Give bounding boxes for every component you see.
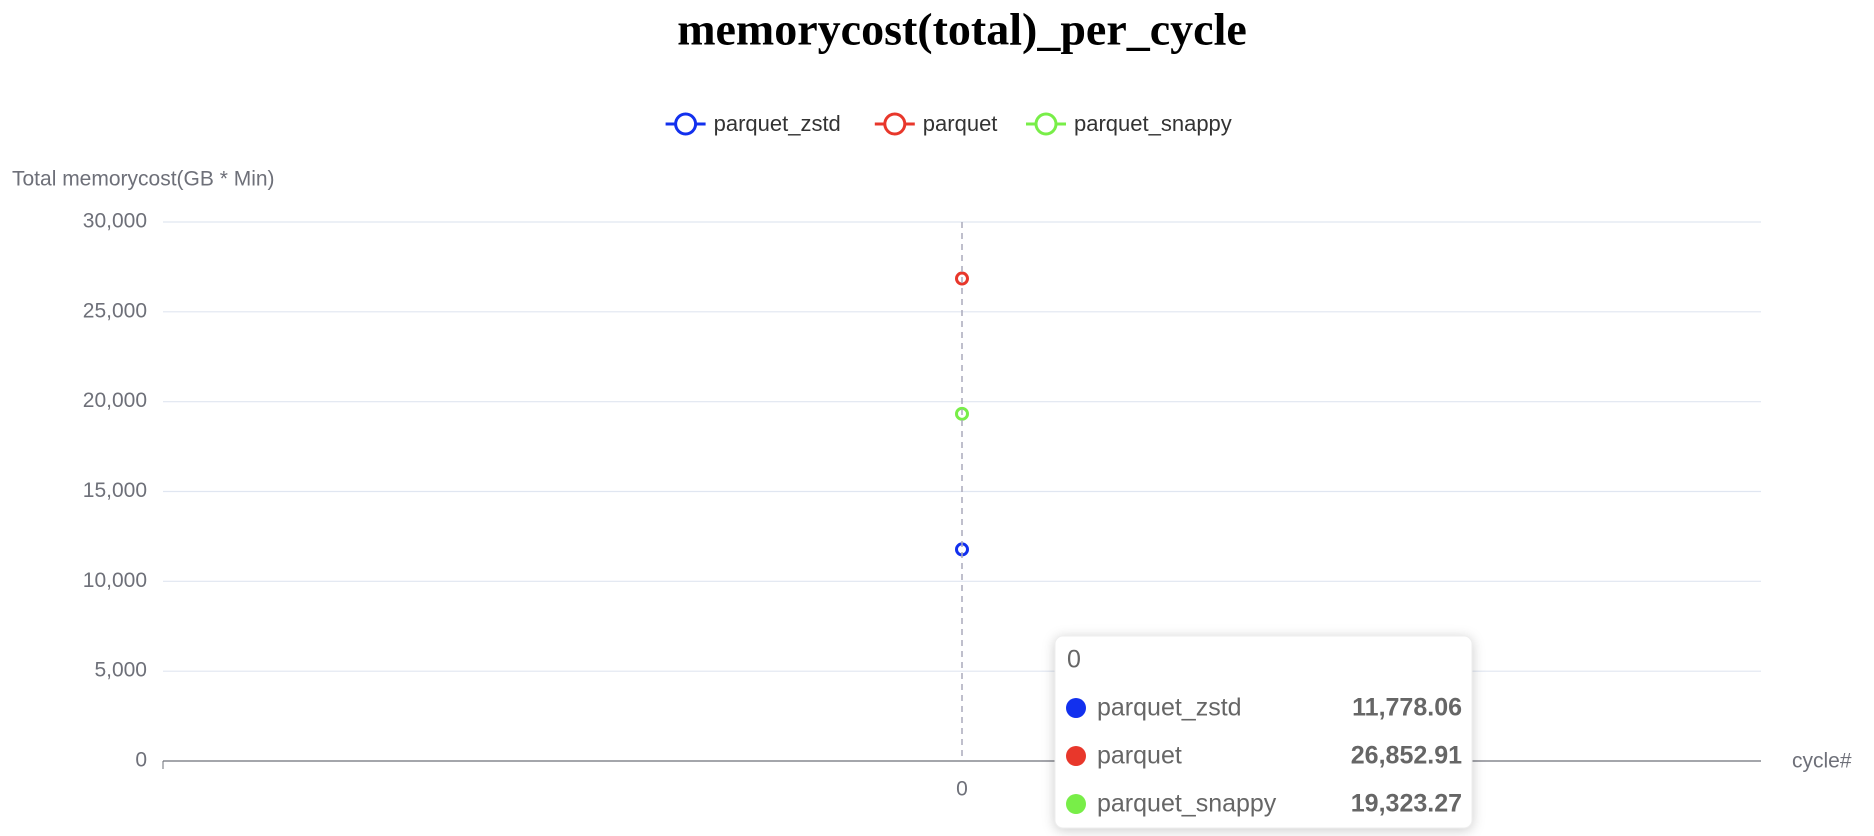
legend-symbol xyxy=(674,112,698,136)
y-tick-label: 30,000 xyxy=(83,210,147,233)
tooltip-name: parquet_zstd xyxy=(1097,694,1242,722)
plot: 0 5,000 10,000 15,000 20,000 25,000 30,000 0 xyxy=(83,210,1761,801)
y-tick-label: 20,000 xyxy=(83,389,147,412)
legend-symbol xyxy=(883,112,907,136)
chart-title: memorycost(total)_per_cycle xyxy=(677,4,1247,55)
tooltip-value: 19,323.27 xyxy=(1351,790,1462,818)
tooltip-name: parquet xyxy=(1097,742,1182,770)
legend: parquet_zstd parquet parquet_snappy xyxy=(665,111,1232,136)
y-tick-label: 10,000 xyxy=(83,569,147,592)
legend-label: parquet xyxy=(923,111,998,136)
tooltip-value: 11,778.06 xyxy=(1352,694,1462,722)
tooltip-dot xyxy=(1066,698,1086,718)
tooltip-name: parquet_snappy xyxy=(1097,790,1277,818)
tooltip-dot xyxy=(1066,746,1086,766)
legend-label: parquet_zstd xyxy=(714,111,841,136)
tooltip-title: 0 xyxy=(1067,646,1081,674)
tooltip: 0 parquet_zstd 11,778.06 parquet 26,852.91 p… xyxy=(1054,635,1473,829)
y-axis-label: Total memorycost(GB * Min) xyxy=(12,168,275,191)
y-tick-label: 25,000 xyxy=(83,299,147,322)
tooltip-value: 26,852.91 xyxy=(1351,742,1462,770)
y-tick-label: 5,000 xyxy=(94,659,147,682)
y-tick-label: 0 xyxy=(135,749,147,772)
y-tick-label: 15,000 xyxy=(83,479,147,502)
legend-symbol xyxy=(1034,112,1058,136)
tooltip-dot xyxy=(1066,794,1086,814)
legend-label: parquet_snappy xyxy=(1074,111,1232,136)
tooltip-box xyxy=(1054,635,1473,829)
x-axis-label: cycle# xyxy=(1792,750,1852,773)
x-tick-label: 0 xyxy=(956,778,968,801)
